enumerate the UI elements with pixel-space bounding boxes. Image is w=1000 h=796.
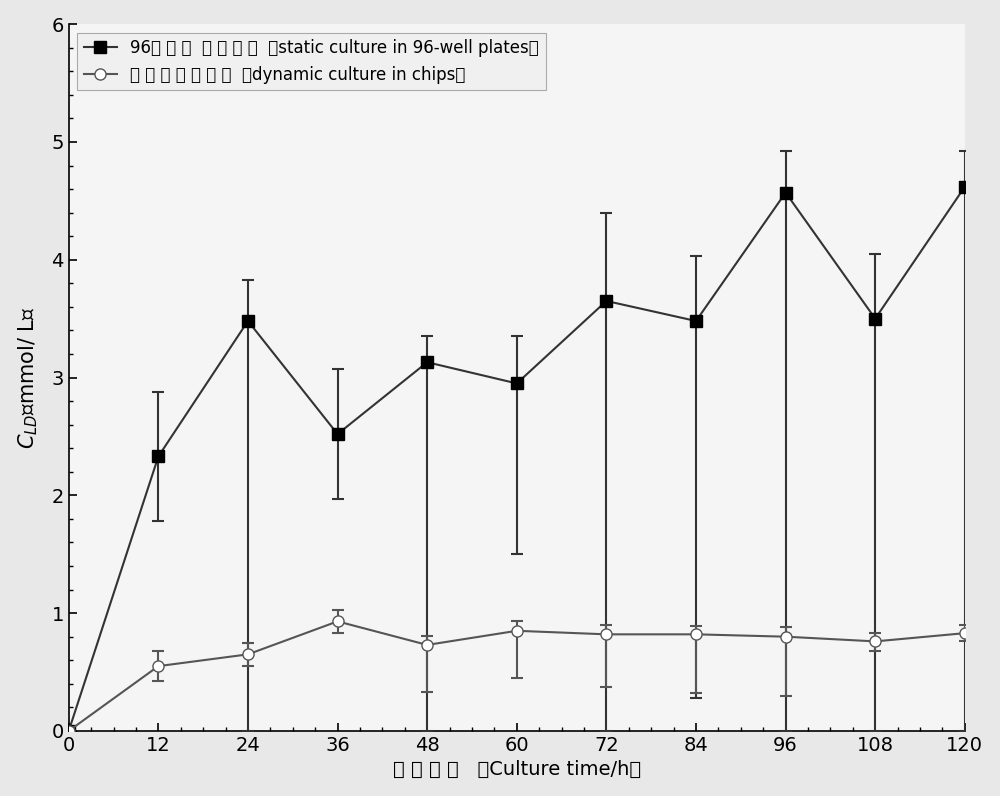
Legend: 96孔 板 中  静 态 培 养  （static culture in 96-well plates）, 芯 片 中 动 态 培 养  （dynamic cu: 96孔 板 中 静 态 培 养 （static culture in 96-we… <box>77 33 546 90</box>
X-axis label: 培 养 时 间   （Culture time/h）: 培 养 时 间 （Culture time/h） <box>393 760 641 779</box>
Y-axis label: $\mathit{C}_{LD}$（mmol/ L）: $\mathit{C}_{LD}$（mmol/ L） <box>17 306 40 449</box>
